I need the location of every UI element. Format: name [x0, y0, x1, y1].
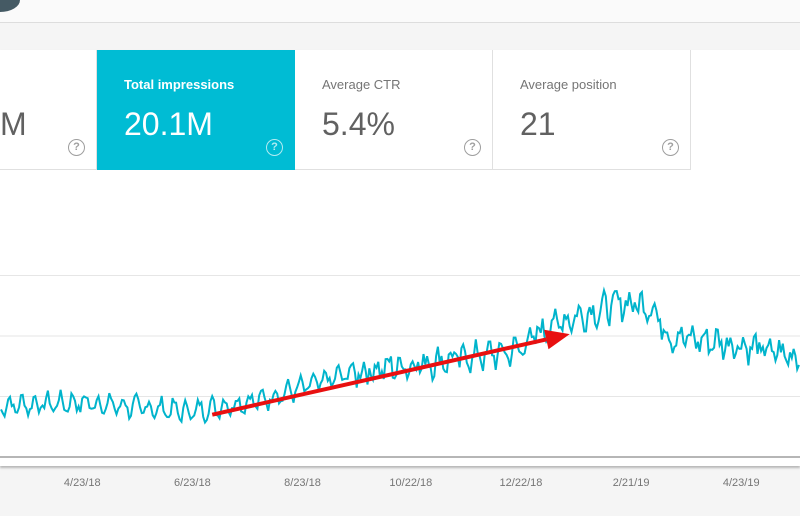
metric-value: 20.1M: [124, 106, 213, 142]
x-tick-label: 2/21/19: [613, 477, 650, 489]
top-bar: [0, 0, 800, 23]
metric-card-average-ctr[interactable]: Average CTR 5.4% ?: [295, 50, 493, 170]
x-tick-label: 8/23/18: [284, 477, 321, 489]
performance-panel: M ? Total impressions 20.1M ? Average CT…: [0, 50, 800, 489]
x-tick-label: 10/22/18: [389, 477, 432, 489]
help-icon[interactable]: ?: [266, 139, 283, 156]
avatar[interactable]: [0, 0, 20, 12]
trend-arrow: [211, 337, 547, 417]
x-tick-label: 12/22/18: [500, 477, 543, 489]
x-tick-label: 4/23/18: [64, 477, 101, 489]
metric-card-average-position[interactable]: Average position 21 ?: [493, 50, 691, 170]
metric-card-total-impressions[interactable]: Total impressions 20.1M ?: [97, 50, 295, 170]
metric-value: 21: [520, 106, 556, 142]
help-icon[interactable]: ?: [464, 139, 481, 156]
x-tick-label: 6/23/18: [174, 477, 211, 489]
metric-label: Total impressions: [124, 77, 235, 92]
arrowhead-icon: [544, 329, 570, 350]
help-icon[interactable]: ?: [662, 139, 679, 156]
metric-value: M: [0, 106, 27, 142]
help-icon[interactable]: ?: [68, 139, 85, 156]
metric-value: 5.4%: [322, 106, 395, 142]
metric-card-total-clicks[interactable]: M ?: [0, 50, 97, 170]
x-tick-label: 4/23/19: [723, 477, 760, 489]
metric-label: Average position: [520, 77, 617, 92]
impressions-chart: 4/23/18 6/23/18 8/23/18 10/22/18 12/22/18 2/2…: [0, 275, 800, 489]
metric-label: Average CTR: [322, 77, 401, 92]
impressions-line: [0, 286, 800, 425]
